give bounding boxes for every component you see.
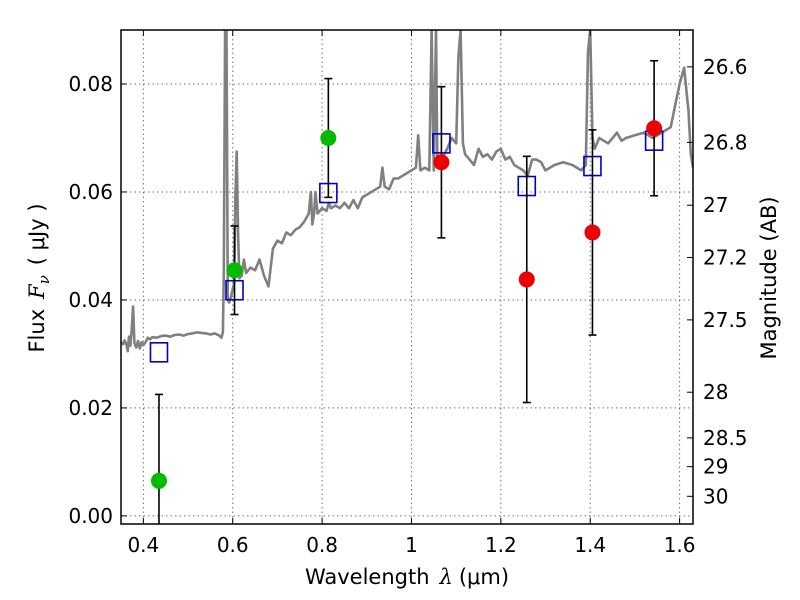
measured-flux-point: [584, 224, 601, 241]
y2-tick-label: 27.5: [703, 308, 748, 332]
x-tick-label: 1.2: [485, 533, 517, 557]
y2-tick-label: 28.5: [703, 426, 748, 450]
x-tick-label: 0.8: [306, 533, 338, 557]
detected-flux-point: [320, 129, 337, 146]
measured-flux-point: [518, 271, 535, 288]
y-tick-label: 0.02: [68, 396, 113, 420]
x-tick-label: 1.4: [574, 533, 606, 557]
detected-flux-point: [226, 262, 243, 279]
y-tick-label: 0.00: [68, 504, 113, 528]
model-flux-point: [149, 342, 169, 363]
x-tick-label: 1.6: [664, 533, 696, 557]
ticks: 0.4 0.6 0.8 1 1.2 1.4 1.6 0.00 0.02 0.04 0.06 0.08 2…: [68, 30, 748, 557]
model-spectrum-line: [121, 30, 693, 353]
y2-tick-label: 27: [703, 193, 728, 217]
detected-flux-point: [150, 472, 167, 489]
y2-tick-label: 26.8: [703, 130, 748, 154]
y-tick-label: 0.06: [68, 180, 113, 204]
measured-flux-point: [646, 120, 663, 137]
y2-tick-label: 29: [703, 455, 728, 479]
x-axis-label: Wavelength λ (μm): [305, 565, 509, 589]
y-tick-label: 0.08: [68, 72, 113, 96]
measured-flux-point: [433, 154, 450, 171]
y2-tick-label: 27.2: [703, 245, 748, 269]
plot-area: [121, 30, 693, 524]
x-tick-label: 0.4: [127, 533, 159, 557]
y2-tick-label: 26.6: [703, 55, 748, 79]
plot-frame: [120, 29, 694, 525]
y2-axis-label: Magnitude (AB): [757, 196, 781, 359]
y-axis-label: FluxFν( μJy ): [25, 203, 53, 352]
y-tick-label: 0.04: [68, 288, 113, 312]
y2-tick-label: 28: [703, 380, 728, 404]
y2-tick-label: 30: [703, 484, 728, 508]
x-tick-label: 1: [405, 533, 418, 557]
x-tick-label: 0.6: [217, 533, 249, 557]
grid: [121, 30, 693, 524]
